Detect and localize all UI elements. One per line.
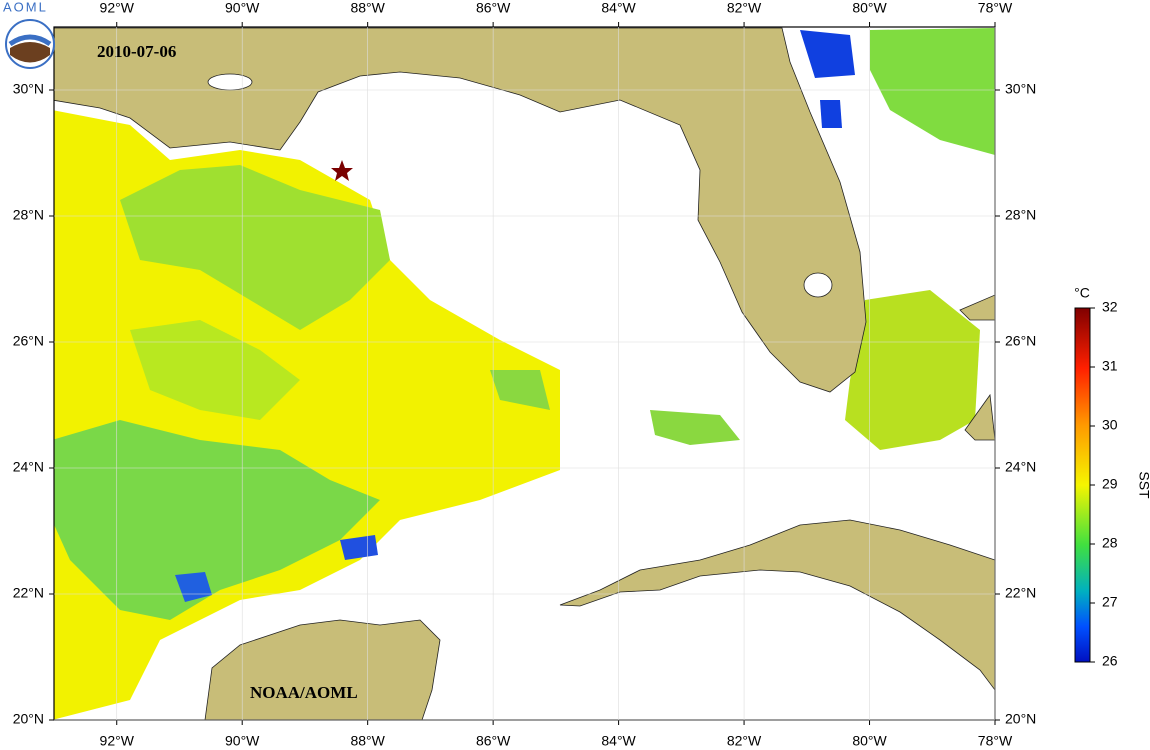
sst-patch (845, 290, 980, 450)
lon-tick-label: 86°W (476, 733, 511, 749)
colorbar-tick-label: 28 (1102, 535, 1118, 551)
lat-tick-label: 28°N (1005, 207, 1036, 223)
colorbar-tick-label: 31 (1102, 358, 1118, 374)
colorbar-tick-label: 30 (1102, 417, 1118, 433)
sst-patch (175, 572, 212, 602)
lon-tick-label: 84°W (601, 0, 636, 16)
lat-tick-label: 30°N (1005, 81, 1036, 97)
land (964, 393, 995, 441)
lon-tick-label: 84°W (601, 733, 636, 749)
colorbar (1074, 307, 1091, 663)
logo-wave (8, 34, 52, 47)
lat-tick-label: 24°N (13, 459, 44, 475)
lat-tick-label: 20°N (1005, 711, 1036, 727)
lon-tick-label: 92°W (100, 0, 135, 16)
lat-tick-label: 30°N (13, 81, 44, 97)
land (959, 294, 995, 321)
lon-tick-label: 90°W (225, 0, 260, 16)
lat-tick-label: 20°N (13, 711, 44, 727)
lat-tick-label: 24°N (1005, 459, 1036, 475)
star-marker (331, 160, 353, 181)
lon-tick-label: 82°W (727, 0, 762, 16)
lon-tick-label: 82°W (727, 733, 762, 749)
lon-tick-label: 88°W (350, 0, 385, 16)
land (54, 27, 867, 393)
lon-tick-label: 80°W (852, 0, 887, 16)
lat-tick-label: 22°N (1005, 585, 1036, 601)
map-area (54, 27, 995, 720)
land (559, 519, 995, 691)
lon-tick-label: 78°W (978, 733, 1013, 749)
lon-tick-label: 92°W (100, 733, 135, 749)
lat-tick-label: 28°N (13, 207, 44, 223)
colorbar-tick-label: 32 (1102, 299, 1118, 315)
sst-patch (130, 320, 300, 420)
colorbar-tick-label: 26 (1102, 653, 1118, 669)
sst-patch (54, 420, 380, 620)
lon-tick-label: 90°W (225, 733, 260, 749)
colorbar-tick-label: 29 (1102, 476, 1118, 492)
colorbar-unit: °C (1074, 285, 1090, 301)
credit-label: NOAA/AOML (250, 683, 358, 702)
sst-patch (870, 28, 995, 155)
lon-tick-label: 88°W (350, 733, 385, 749)
lat-tick-label: 26°N (13, 333, 44, 349)
logo-text: AOML (3, 0, 48, 14)
land (204, 619, 441, 720)
lat-tick-label: 22°N (13, 585, 44, 601)
sst-patch (820, 100, 842, 128)
sst-patch (800, 30, 855, 78)
lake (803, 272, 833, 298)
colorbar-label: SST (1136, 471, 1150, 499)
sst-patch (340, 535, 378, 560)
colorbar-tick-label: 27 (1102, 594, 1118, 610)
lon-tick-label: 86°W (476, 0, 511, 16)
sst-patch (650, 410, 740, 445)
lat-tick-label: 26°N (1005, 333, 1036, 349)
lake (207, 73, 253, 91)
lon-tick-label: 80°W (852, 733, 887, 749)
date-label: 2010-07-06 (97, 42, 176, 61)
sst-patch (490, 370, 550, 410)
sst-patch (120, 165, 390, 330)
logo-shape (10, 42, 50, 63)
lon-tick-label: 78°W (978, 0, 1013, 16)
